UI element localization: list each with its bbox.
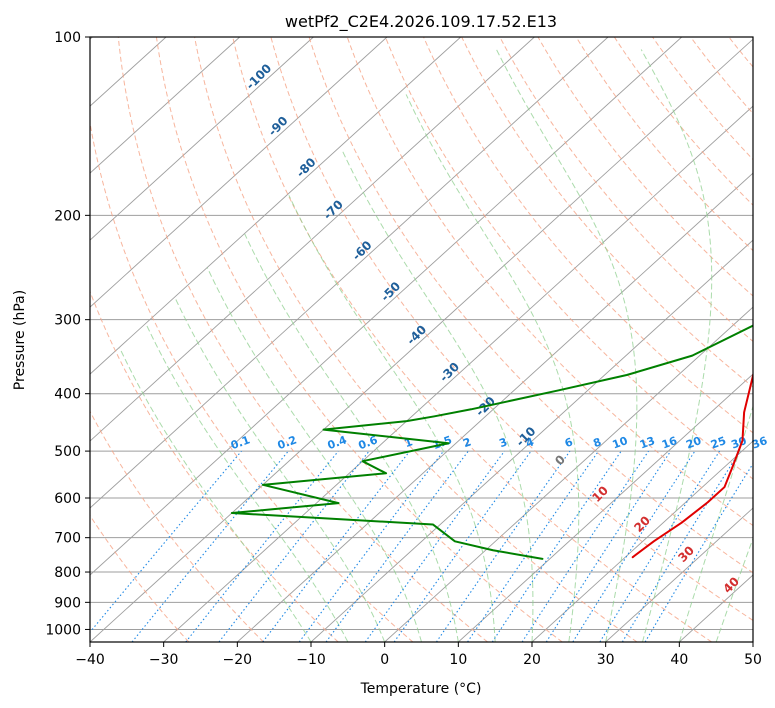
mixing-ratio-label: 25 bbox=[709, 434, 728, 451]
profile-series-layer bbox=[230, 324, 753, 560]
mixing-ratio-label: 3 bbox=[497, 435, 509, 450]
dry-adiabat-line bbox=[652, 37, 753, 161]
isotherm-line bbox=[458, 373, 753, 642]
isotherm-line bbox=[605, 507, 753, 642]
mixing-ratio-line bbox=[364, 450, 505, 642]
moist-adiabat-line bbox=[405, 94, 580, 642]
isotherm-line bbox=[237, 172, 753, 642]
isotherm-line bbox=[384, 306, 753, 642]
background-lines-layer bbox=[90, 37, 753, 642]
mixing-ratio-line bbox=[621, 450, 741, 642]
mixing-ratio-label: 0.2 bbox=[276, 433, 299, 452]
mixing-ratio-line bbox=[185, 450, 339, 642]
mixing-ratio-line bbox=[393, 450, 532, 642]
moist-adiabat-line bbox=[119, 347, 312, 642]
moist-adiabat-line bbox=[145, 323, 349, 642]
dry-adiabat-line bbox=[117, 37, 488, 642]
mixing-ratio-label: 8 bbox=[591, 435, 603, 450]
x-tick-label: 40 bbox=[670, 652, 688, 668]
y-tick-label: 600 bbox=[54, 491, 81, 507]
mixing-ratio-label: 6 bbox=[563, 435, 575, 450]
isotherm-line bbox=[163, 105, 753, 642]
y-tick-label: 100 bbox=[54, 30, 81, 46]
temperature-profile-line bbox=[631, 372, 753, 559]
dry-adiabat-line bbox=[423, 37, 753, 434]
mixing-ratio-label: 0.6 bbox=[357, 433, 380, 452]
y-tick-label: 1000 bbox=[45, 622, 81, 638]
dry-adiabat-line bbox=[499, 37, 753, 343]
dry-adiabat-line bbox=[232, 37, 712, 642]
moist-adiabat-line bbox=[341, 149, 534, 642]
mixing-ratio-label: 36 bbox=[750, 434, 769, 452]
mixing-ratio-label: 4 bbox=[524, 435, 536, 450]
x-tick-label: 30 bbox=[597, 652, 615, 668]
y-tick-label: 800 bbox=[54, 565, 81, 581]
dry-adiabat-line bbox=[575, 37, 753, 252]
mixing-ratio-line bbox=[218, 450, 370, 642]
mixing-ratio-line bbox=[545, 450, 672, 642]
mixing-ratio-label: 16 bbox=[660, 434, 679, 452]
dry-adiabat-line bbox=[461, 37, 753, 388]
chart-title: wetPf2_C2E4.2026.109.17.52.E13 bbox=[285, 12, 557, 32]
x-tick-label: 20 bbox=[523, 652, 541, 668]
mixing-ratio-label: 20 bbox=[684, 434, 703, 452]
mixing-ratio-line bbox=[90, 450, 242, 633]
mixing-ratio-label: 1 bbox=[403, 435, 415, 450]
isotherm-line bbox=[531, 440, 753, 642]
x-tick-label: −40 bbox=[75, 652, 105, 668]
y-tick-label: 300 bbox=[54, 313, 81, 329]
y-tick-label: 400 bbox=[54, 387, 81, 403]
mixing-ratio-line bbox=[435, 450, 571, 642]
x-tick-label: −30 bbox=[149, 652, 179, 668]
y-tick-label: 900 bbox=[54, 595, 81, 611]
mixing-ratio-label: 30 bbox=[729, 434, 748, 452]
x-axis-ticks: −40 −30 −20 −10 0 10 20 30 40 50 bbox=[75, 642, 762, 668]
mixing-ratio-line bbox=[467, 450, 599, 642]
moist-adiabat-line bbox=[640, 49, 713, 642]
x-tick-label: 50 bbox=[744, 652, 762, 668]
mixing-ratio-label: 0.1 bbox=[229, 433, 252, 452]
x-tick-label: 0 bbox=[380, 652, 389, 668]
dry-adiabat-line bbox=[194, 37, 638, 642]
dry-adiabat-line bbox=[90, 120, 414, 642]
plot-frame bbox=[89, 36, 754, 643]
dry-adiabat-line bbox=[270, 37, 753, 622]
y-axis-ticks: 100 200 300 400 500 600 700 800 900 1000 bbox=[45, 30, 90, 638]
y-tick-label: 500 bbox=[54, 444, 81, 460]
moist-adiabat-line bbox=[496, 49, 638, 642]
y-tick-label: 200 bbox=[54, 208, 81, 224]
x-tick-label: −20 bbox=[223, 652, 253, 668]
dry-adiabat-line bbox=[90, 514, 190, 642]
mixing-ratio-label: 0.4 bbox=[326, 433, 349, 452]
mixing-ratio-line bbox=[131, 450, 289, 642]
dry-adiabat-line bbox=[537, 37, 753, 297]
isotherm-line bbox=[90, 37, 683, 576]
moist-adiabat-line bbox=[288, 195, 496, 642]
x-tick-label: 10 bbox=[449, 652, 467, 668]
mixing-ratio-label: 10 bbox=[611, 434, 630, 452]
mixing-ratio-line bbox=[599, 450, 721, 642]
mixing-ratio-label: 13 bbox=[638, 434, 657, 451]
moist-adiabat-line bbox=[244, 233, 459, 642]
isotherm-line bbox=[90, 37, 388, 308]
y-tick-label: 700 bbox=[54, 531, 81, 547]
isotherm-line bbox=[90, 37, 462, 375]
dewpoint-profile-line bbox=[230, 324, 753, 560]
mixing-ratio-line bbox=[572, 450, 696, 642]
dry-adiabat-line bbox=[308, 37, 753, 574]
isotherm-line bbox=[90, 37, 314, 241]
isotherm-line bbox=[90, 37, 535, 442]
moist-adiabat-line bbox=[206, 267, 422, 642]
mixing-ratio-label: 2 bbox=[461, 435, 473, 450]
isotherm-line bbox=[90, 38, 753, 642]
isotherm-line bbox=[90, 37, 609, 509]
moist-adiabat-line bbox=[174, 297, 386, 642]
x-axis-label: Temperature (°C) bbox=[360, 681, 482, 697]
x-tick-label: −10 bbox=[296, 652, 326, 668]
mixing-ratio-line bbox=[262, 450, 411, 642]
mixing-ratio-line bbox=[644, 462, 753, 642]
y-axis-label: Pressure (hPa) bbox=[12, 290, 28, 390]
isotherm-line bbox=[90, 37, 241, 174]
